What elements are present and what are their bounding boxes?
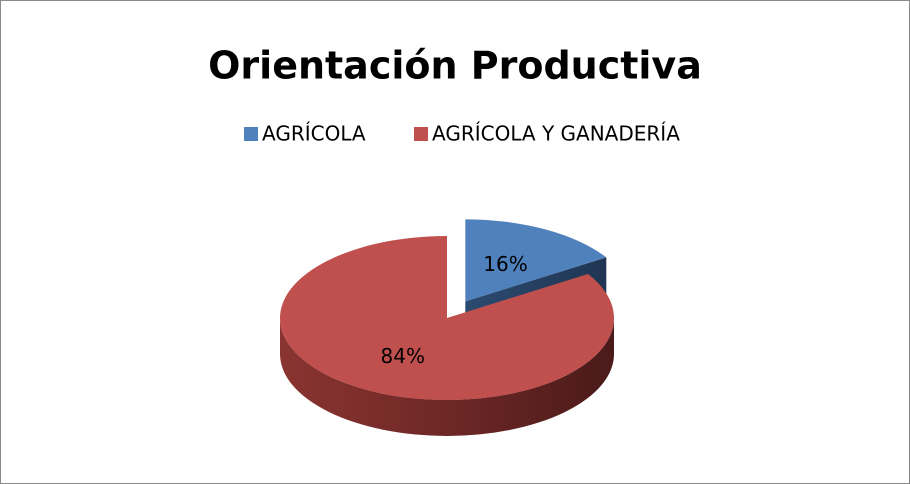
pie-slice [280, 235, 614, 400]
data-label: 84% [381, 344, 425, 368]
legend-label: AGRÍCOLA Y GANADERÍA [432, 122, 680, 146]
legend-swatch [414, 127, 428, 141]
chart-title: Orientación Productiva [208, 44, 702, 88]
pie-side [280, 318, 614, 436]
data-label: 16% [483, 252, 527, 276]
legend-swatch [244, 127, 258, 141]
pie-slice [465, 219, 607, 302]
legend-label: AGRÍCOLA [262, 122, 366, 146]
